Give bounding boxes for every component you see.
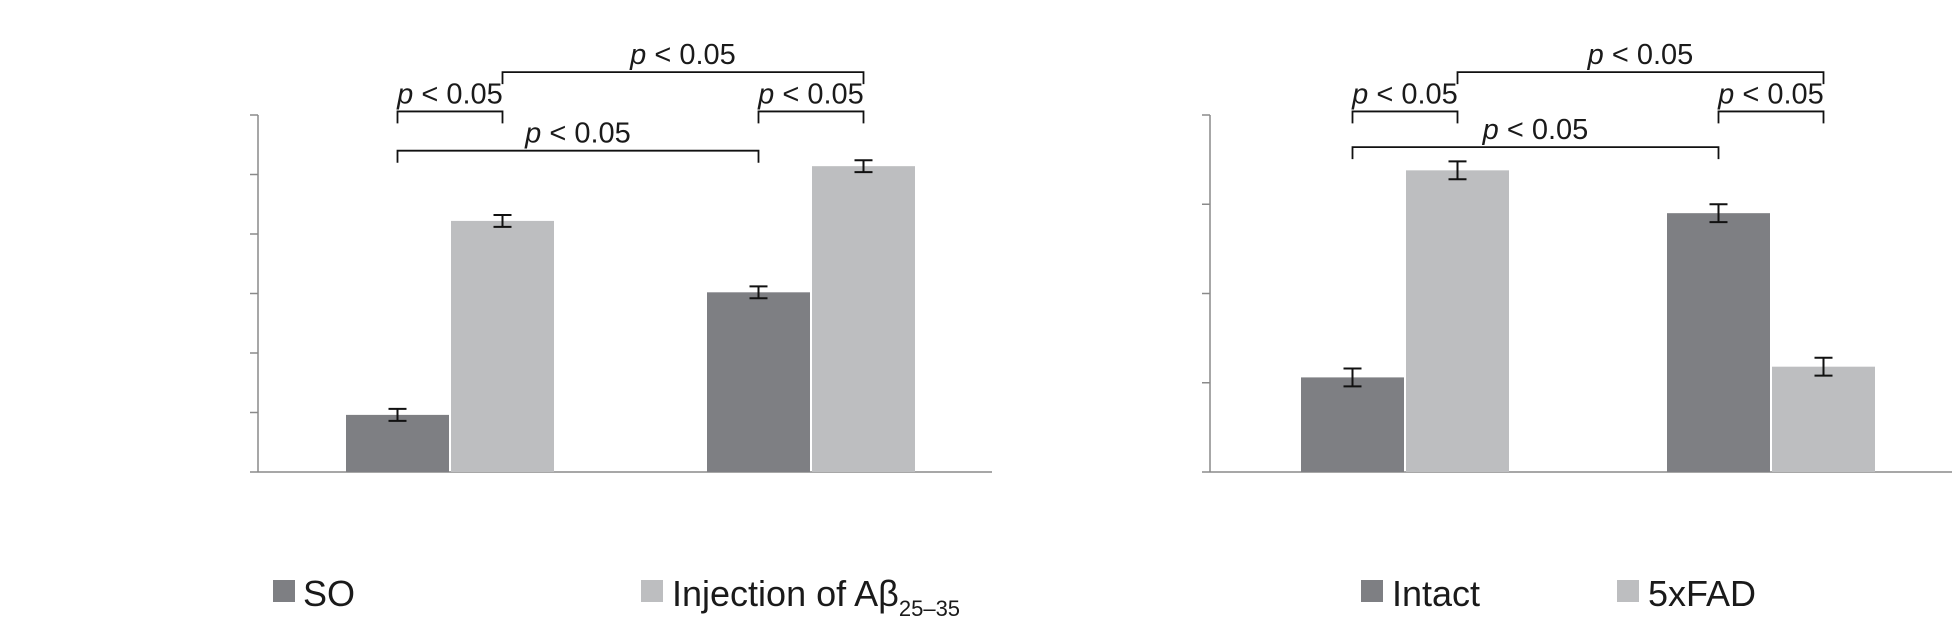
legend-swatch <box>1361 580 1383 602</box>
legend-label: Injection of Aβ25–35 <box>672 573 960 621</box>
significance-label: p < 0.05 <box>629 39 736 71</box>
legend-label: 5xFAD <box>1648 573 1756 614</box>
significance-label: p < 0.05 <box>1351 78 1458 110</box>
significance-label: p < 0.05 <box>1717 78 1824 110</box>
legend-swatch <box>1617 580 1639 602</box>
significance-bracket <box>1456 71 1825 85</box>
bar <box>812 166 915 473</box>
significance-bracket <box>1717 110 1825 124</box>
significance-label: p < 0.05 <box>1587 39 1694 71</box>
significance-bracket <box>1351 146 1720 160</box>
significance-bracket <box>1351 110 1459 124</box>
chart-panel-b: p < 0.05 p < 0.05 p < 0.05 p < 0.05 Intact 5x… <box>1202 39 1952 614</box>
significance-bracket <box>501 71 865 85</box>
bar <box>1406 170 1509 472</box>
significance-label: p < 0.05 <box>524 118 631 150</box>
bar <box>346 414 449 472</box>
chart-panel-a: p < 0.05 p < 0.05 p < 0.05 p < 0.05 SO Inject… <box>250 39 992 621</box>
legend-swatch <box>273 580 295 602</box>
bar <box>1772 366 1875 472</box>
bar <box>1301 377 1404 472</box>
legend-swatch <box>641 580 663 602</box>
significance-bracket <box>396 110 504 124</box>
bar <box>1667 213 1770 473</box>
significance-label: p < 0.05 <box>1482 114 1589 146</box>
legend-label: Intact <box>1392 573 1480 614</box>
bar <box>451 220 554 472</box>
significance-bracket <box>757 110 865 124</box>
bar <box>707 292 810 472</box>
significance-label: p < 0.05 <box>396 78 503 110</box>
significance-bracket <box>396 149 760 163</box>
significance-label: p < 0.05 <box>757 78 864 110</box>
legend-label: SO <box>303 573 355 614</box>
